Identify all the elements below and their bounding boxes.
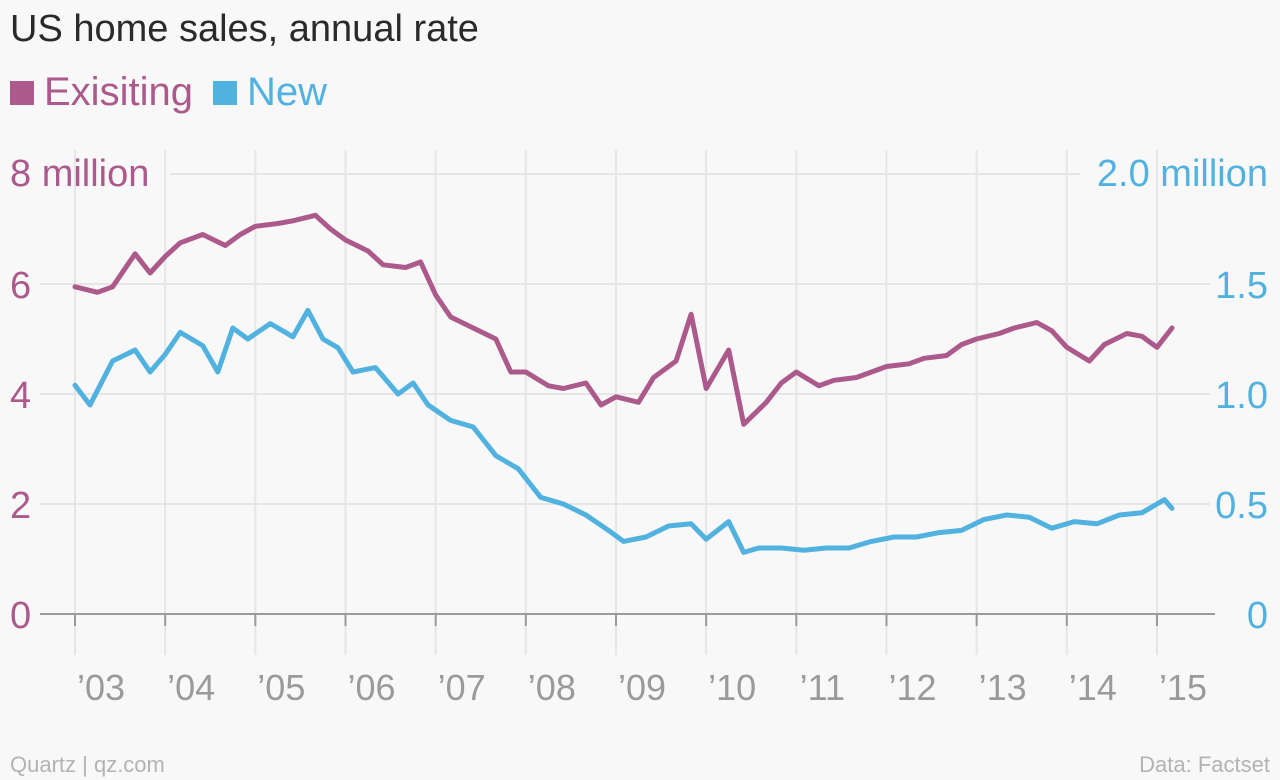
legend-label-existing: Exisiting	[44, 70, 193, 114]
chart-title: US home sales, annual rate	[10, 8, 479, 50]
x-tick-label: ’11	[800, 667, 845, 708]
legend-label-new: New	[246, 70, 327, 114]
y-right-tick-label: 1.5	[1215, 265, 1268, 307]
x-tick-label: ’06	[347, 667, 395, 708]
line-chart: 0 2 4 6 8 million 0 0.5 1.0 1.5 2.0 million ’03 ’04…	[10, 150, 1268, 708]
series-line-existing	[72, 212, 1175, 427]
x-tick-label: ’12	[888, 667, 936, 708]
y-right-tick-label: 1.0	[1215, 375, 1268, 417]
series-line-new	[72, 307, 1175, 555]
y-right-unit-label: 2.0 million	[1097, 153, 1268, 195]
source-credit: Quartz | qz.com	[10, 752, 165, 777]
x-tick-label: ’09	[618, 667, 666, 708]
x-tick-label: ’13	[979, 667, 1027, 708]
x-tick-label: ’04	[167, 667, 215, 708]
legend-item-new: New	[212, 70, 327, 115]
y-left-unit-label: 8 million	[10, 153, 149, 195]
y-right-tick-label: 0	[1247, 595, 1268, 637]
x-tick-label: ’03	[77, 667, 125, 708]
y-left-tick-label: 4	[10, 375, 31, 417]
y-right-tick-label: 0.5	[1215, 485, 1268, 527]
x-tick-label: ’14	[1069, 667, 1117, 708]
legend-swatch-existing	[10, 80, 34, 105]
data-source: Data: Factset	[1139, 752, 1270, 777]
x-tick-label: ’10	[708, 667, 756, 708]
legend-swatch-new	[212, 80, 237, 105]
x-tick-label: ’05	[257, 667, 305, 708]
x-tick-label: ’07	[438, 667, 486, 708]
y-left-tick-label: 2	[10, 485, 31, 527]
x-tick-label: ’15	[1159, 667, 1207, 708]
x-tick-label: ’08	[528, 667, 576, 708]
legend-item-existing: Exisiting	[10, 70, 193, 115]
y-left-tick-label: 0	[10, 595, 31, 637]
legend: Exisiting New	[10, 70, 347, 115]
y-left-tick-label: 6	[10, 265, 31, 307]
